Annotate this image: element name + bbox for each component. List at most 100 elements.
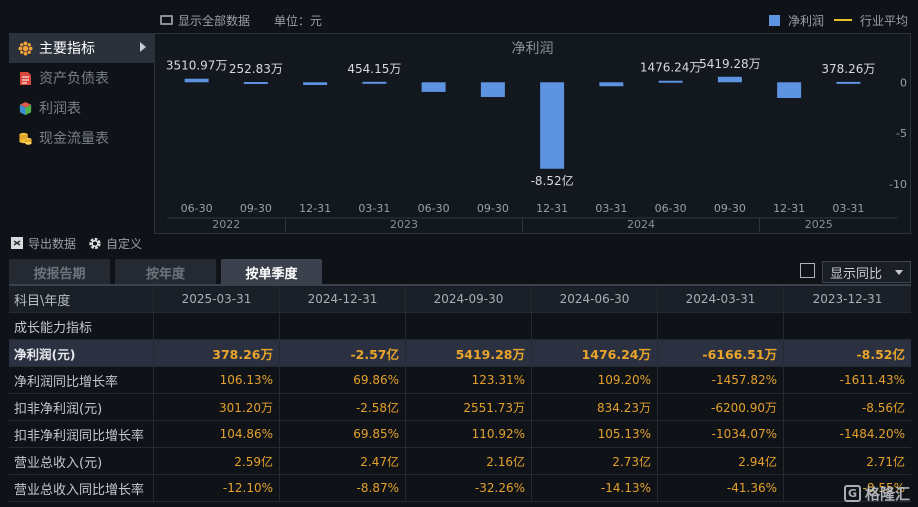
yoy-dropdown[interactable]: 显示同比 xyxy=(822,261,911,283)
table-row[interactable]: 扣非净利润同比增长率 104.86% 69.85% 110.92% 105.13… xyxy=(9,421,911,448)
table-row[interactable]: 净利润同比增长率 106.13% 69.86% 123.31% 109.20% … xyxy=(9,367,911,394)
period-tabs: 按报告期 按年度 按单季度 xyxy=(9,259,327,285)
chart-data-label: -8.52亿 xyxy=(531,173,574,188)
tab-by-year[interactable]: 按年度 xyxy=(115,259,216,285)
cube-icon xyxy=(17,100,33,116)
net-profit-legend-label[interactable]: 净利润 xyxy=(787,13,824,28)
show-all-data-label: 显示全部数据 xyxy=(178,13,251,28)
industry-average-legend-label[interactable]: 行业平均 xyxy=(859,13,908,28)
row-label: 扣非净利润同比增长率 xyxy=(9,421,154,447)
customize-button[interactable]: 自定义 xyxy=(88,235,142,252)
value-cell: -14.13% xyxy=(532,475,658,501)
gelonghui-watermark: G 格隆汇 xyxy=(843,483,910,504)
show-all-data-button[interactable]: 显示全部数据 xyxy=(160,12,250,29)
value-cell: 301.20万 xyxy=(154,394,280,420)
value-cell: -1611.43% xyxy=(839,373,905,387)
watermark-logo-mark: G xyxy=(843,485,861,502)
value-cell: -1034.07% xyxy=(658,421,784,447)
chart-data-label: 454.15万 xyxy=(347,62,401,76)
header-cell-date[interactable]: 2024-03-31 xyxy=(658,286,784,312)
document-icon xyxy=(17,70,33,86)
watermark-text: 格隆汇 xyxy=(864,485,910,503)
table-row[interactable]: 扣非净利润(元) 301.20万 -2.58亿 2551.73万 834.23万… xyxy=(9,394,911,421)
chart-bar[interactable] xyxy=(480,82,505,97)
unit-label: 单位：元 xyxy=(274,13,323,28)
export-icon xyxy=(10,236,24,250)
year-label: 2025 xyxy=(805,218,833,231)
value-cell: -32.26% xyxy=(406,475,532,501)
x-tick-label: 12-31 xyxy=(299,202,331,215)
value-cell: -41.36% xyxy=(658,475,784,501)
x-tick-label: 12-31 xyxy=(536,202,568,215)
chart-data-label: 3510.97万 xyxy=(166,59,228,73)
chart-bar[interactable] xyxy=(421,82,446,92)
value-cell: 2551.73万 xyxy=(406,394,532,420)
header-cell-date[interactable]: 2024-12-31 xyxy=(280,286,406,312)
chart-bar[interactable] xyxy=(599,82,624,87)
value-cell: -12.10% xyxy=(154,475,280,501)
value-cell: -8.55% xyxy=(862,481,905,495)
header-cell-date[interactable]: 2024-09-30 xyxy=(406,286,532,312)
chart-bar[interactable] xyxy=(658,80,683,83)
header-cell-date[interactable]: 2023-12-31 xyxy=(812,292,883,306)
chart-canvas: 3510.97万 06-30 252.83万 09-30 12-31 454.15万 03-… xyxy=(166,57,907,232)
nav-item-label: 资产负债表 xyxy=(39,71,109,87)
value-cell: 123.31% xyxy=(406,367,532,393)
gear-flower-icon xyxy=(17,40,33,56)
empty-cell xyxy=(280,313,406,339)
tab-by-report-period[interactable]: 按报告期 xyxy=(9,259,110,285)
coins-icon xyxy=(17,130,33,146)
customize-label: 自定义 xyxy=(106,236,143,251)
x-tick-label: 09-30 xyxy=(714,202,746,215)
nav-item-income-statement[interactable]: 利润表 xyxy=(9,93,154,123)
section-row-growth: 成长能力指标 xyxy=(9,313,911,340)
y-tick-label: 0 xyxy=(900,76,907,89)
table-row-net-profit[interactable]: 净利润(元) 378.26万 -2.57亿 5419.28万 1476.24万 … xyxy=(9,340,911,367)
value-cell: 69.86% xyxy=(280,367,406,393)
y-tick-label: -5 xyxy=(896,127,907,140)
nav-item-balance-sheet[interactable]: 资产负债表 xyxy=(9,63,154,93)
row-label: 营业总收入同比增长率 xyxy=(9,475,154,501)
value-cell: -2.58亿 xyxy=(280,394,406,420)
monitor-icon xyxy=(160,15,173,25)
row-label: 营业总收入(元) xyxy=(9,448,154,474)
indicator-table: 科目\年度 2025-03-31 2024-12-31 2024-09-30 2… xyxy=(9,286,911,502)
chart-bar[interactable] xyxy=(836,81,861,84)
value-cell: 2.94亿 xyxy=(658,448,784,474)
tab-by-single-quarter[interactable]: 按单季度 xyxy=(221,259,322,285)
value-cell: 110.92% xyxy=(406,421,532,447)
value-cell: 104.86% xyxy=(154,421,280,447)
nav-item-label: 利润表 xyxy=(39,101,81,117)
export-data-button[interactable]: 导出数据 xyxy=(10,235,76,252)
x-tick-label: 03-31 xyxy=(595,202,627,215)
chart-bar[interactable] xyxy=(184,78,209,83)
chart-bar[interactable] xyxy=(362,81,387,84)
value-cell: -8.52亿 xyxy=(856,346,905,362)
row-label: 净利润同比增长率 xyxy=(9,367,154,393)
table-row[interactable]: 营业总收入同比增长率 -12.10% -8.87% -32.26% -14.13… xyxy=(9,475,911,502)
chart-bar[interactable] xyxy=(777,82,802,99)
value-cell: 106.13% xyxy=(154,367,280,393)
x-tick-label: 03-31 xyxy=(832,202,864,215)
value-cell: -1484.20% xyxy=(839,427,905,441)
table-row[interactable]: 营业总收入(元) 2.59亿 2.47亿 2.16亿 2.73亿 2.94亿 2… xyxy=(9,448,911,475)
header-cell-date[interactable]: 2025-03-31 xyxy=(154,286,280,312)
chart-bar[interactable] xyxy=(303,82,328,86)
y-tick-label: -10 xyxy=(889,178,907,191)
value-cell: 69.85% xyxy=(280,421,406,447)
yoy-checkbox[interactable] xyxy=(800,263,815,278)
chart-bar[interactable] xyxy=(540,82,565,169)
nav-item-main-indicators[interactable]: 主要指标 xyxy=(9,33,154,63)
x-tick-label: 06-30 xyxy=(655,202,687,215)
row-label: 扣非净利润(元) xyxy=(9,394,154,420)
chevron-down-icon xyxy=(895,270,903,275)
chart-data-label: 5419.28万 xyxy=(699,57,761,71)
value-cell: 2.71亿 xyxy=(866,454,905,469)
header-cell-date[interactable]: 2024-06-30 xyxy=(532,286,658,312)
value-cell: 2.73亿 xyxy=(532,448,658,474)
chart-bar[interactable] xyxy=(717,76,742,83)
x-tick-label: 06-30 xyxy=(181,202,213,215)
nav-item-cash-flow[interactable]: 现金流量表 xyxy=(9,123,154,153)
chart-bar[interactable] xyxy=(243,82,268,85)
chart-legend: 净利润 行业平均 xyxy=(768,9,908,31)
